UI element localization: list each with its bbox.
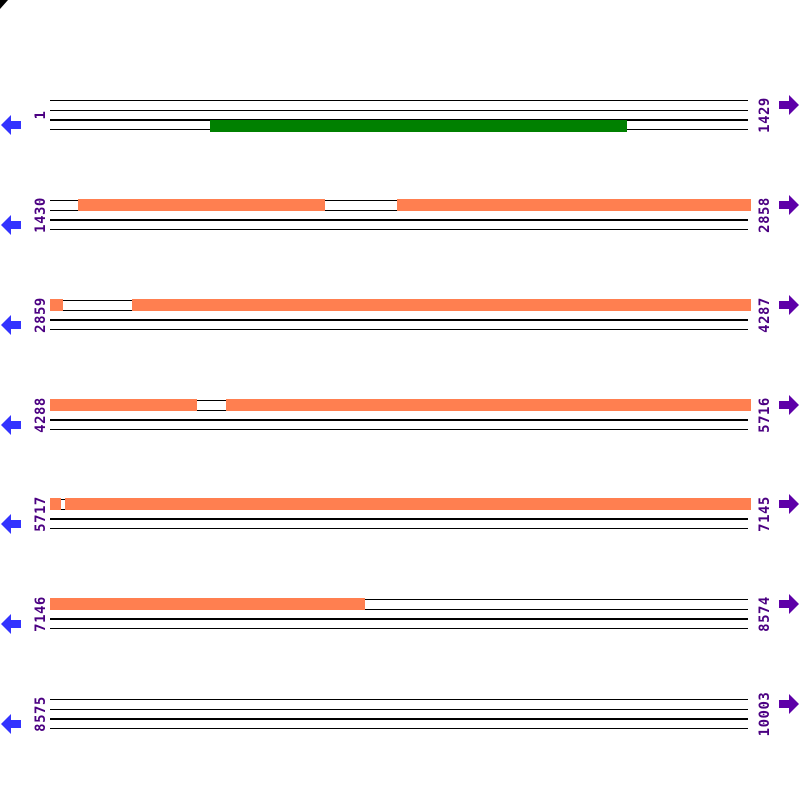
row-start-position: 1430 bbox=[33, 196, 49, 233]
strand-line bbox=[50, 528, 748, 530]
feature-bar-orange[interactable] bbox=[50, 498, 61, 510]
strand-line bbox=[50, 329, 748, 331]
row-start-position: 2859 bbox=[33, 296, 49, 333]
strand-line bbox=[50, 618, 748, 620]
strand-line bbox=[50, 119, 748, 121]
right-arrow-icon[interactable] bbox=[779, 493, 799, 515]
row-start-position: 8575 bbox=[33, 695, 49, 732]
right-arrow-icon[interactable] bbox=[779, 194, 799, 216]
strand-line bbox=[50, 319, 748, 321]
right-arrow-icon[interactable] bbox=[779, 394, 799, 416]
strand-line bbox=[50, 708, 748, 711]
row-end-position: 5716 bbox=[757, 396, 773, 433]
row-start-position: 4288 bbox=[33, 396, 49, 433]
left-arrow-icon[interactable] bbox=[1, 713, 21, 735]
feature-bar-orange[interactable] bbox=[78, 199, 325, 211]
strand-line bbox=[50, 599, 748, 601]
strand-line bbox=[50, 699, 748, 701]
strand-line bbox=[50, 100, 748, 102]
left-arrow-icon[interactable] bbox=[1, 114, 21, 136]
strand-line bbox=[50, 518, 748, 520]
strand-line bbox=[50, 419, 748, 421]
left-arrow-icon[interactable] bbox=[1, 314, 21, 336]
strand-line bbox=[50, 219, 748, 221]
right-arrow-icon[interactable] bbox=[779, 294, 799, 316]
feature-bar-orange[interactable] bbox=[226, 399, 751, 411]
right-arrow-icon[interactable] bbox=[779, 94, 799, 116]
feature-bar-orange[interactable] bbox=[50, 598, 365, 610]
feature-bar-orange[interactable] bbox=[65, 498, 751, 510]
left-arrow-icon[interactable] bbox=[1, 414, 21, 436]
row-end-position: 8574 bbox=[757, 595, 773, 632]
strand-line bbox=[50, 728, 748, 730]
row-end-position: 10003 bbox=[757, 691, 773, 736]
row-start-position: 7146 bbox=[33, 595, 49, 632]
left-arrow-icon[interactable] bbox=[1, 613, 21, 635]
strand-line bbox=[50, 718, 748, 720]
feature-bar-green[interactable] bbox=[210, 120, 627, 132]
row-start-position: 1 bbox=[33, 110, 49, 119]
right-arrow-icon[interactable] bbox=[779, 693, 799, 715]
left-arrow-icon[interactable] bbox=[1, 513, 21, 535]
left-arrow-icon[interactable] bbox=[1, 214, 21, 236]
feature-bar-orange[interactable] bbox=[132, 299, 751, 311]
strand-line bbox=[50, 608, 748, 611]
row-end-position: 7145 bbox=[757, 495, 773, 532]
right-arrow-icon[interactable] bbox=[779, 593, 799, 615]
feature-bar-orange[interactable] bbox=[50, 399, 197, 411]
row-end-position: 2858 bbox=[757, 196, 773, 233]
strand-line bbox=[50, 109, 748, 112]
clipped-glyph-fragment bbox=[0, 0, 8, 9]
row-end-position: 4287 bbox=[757, 296, 773, 333]
row-end-position: 1429 bbox=[757, 96, 773, 133]
feature-bar-orange[interactable] bbox=[50, 299, 63, 311]
strand-line bbox=[50, 229, 748, 231]
row-start-position: 5717 bbox=[33, 495, 49, 532]
strand-line bbox=[50, 429, 748, 431]
feature-bar-orange[interactable] bbox=[397, 199, 751, 211]
strand-line bbox=[50, 628, 748, 630]
